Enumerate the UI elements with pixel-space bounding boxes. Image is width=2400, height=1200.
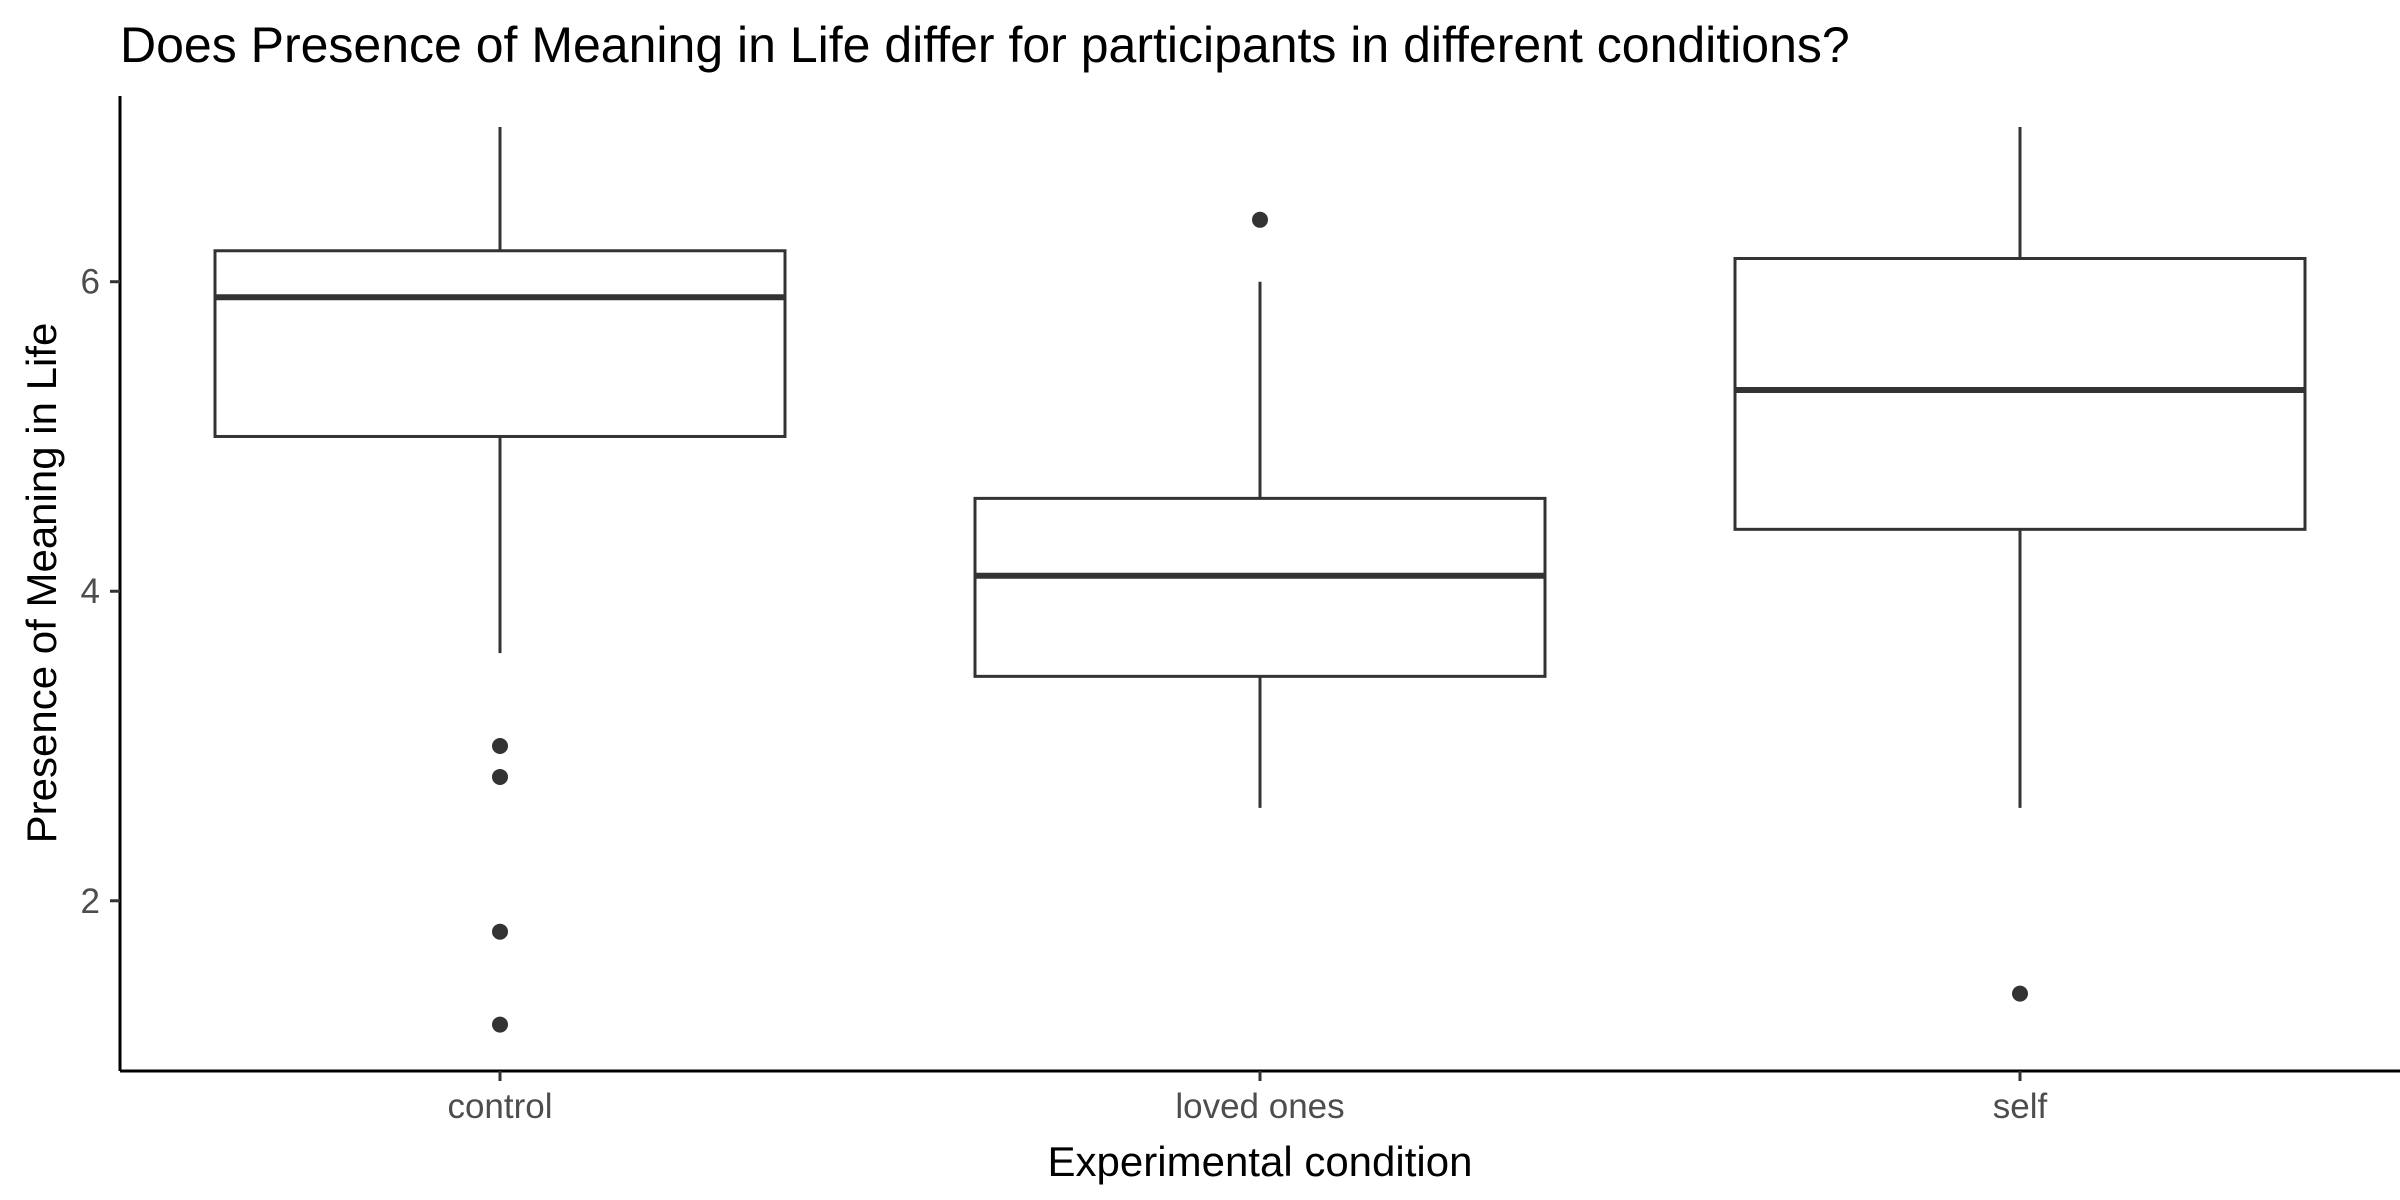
y-axis-ticks: 2 4 6 — [81, 263, 120, 921]
box-group-self — [1733, 126, 2307, 1002]
y-tick-label: 2 — [81, 882, 100, 921]
x-tick-label: loved ones — [1175, 1087, 1344, 1126]
x-tick-label: control — [447, 1087, 552, 1126]
y-axis-title: Presence of Meaning in Life — [18, 323, 65, 844]
x-axis-ticks: control loved ones self — [447, 1071, 2048, 1126]
box — [1733, 257, 2307, 531]
box-group-control — [213, 126, 787, 1033]
outlier-point — [492, 1016, 508, 1033]
box — [973, 496, 1547, 678]
outlier-point — [492, 923, 508, 940]
x-tick-label: self — [1993, 1087, 2048, 1126]
outlier-point — [492, 738, 508, 754]
outlier-point — [2012, 985, 2028, 1002]
outlier-point — [492, 768, 508, 785]
outlier-point — [1252, 211, 1268, 228]
box-group-loved-ones — [973, 211, 1547, 808]
chart-title: Does Presence of Meaning in Life differ … — [120, 17, 1850, 73]
y-tick-label: 4 — [81, 572, 100, 611]
plot-area — [213, 126, 2307, 1033]
x-axis-title: Experimental condition — [1048, 1138, 1473, 1185]
y-tick-label: 6 — [81, 263, 100, 302]
box — [213, 249, 787, 438]
